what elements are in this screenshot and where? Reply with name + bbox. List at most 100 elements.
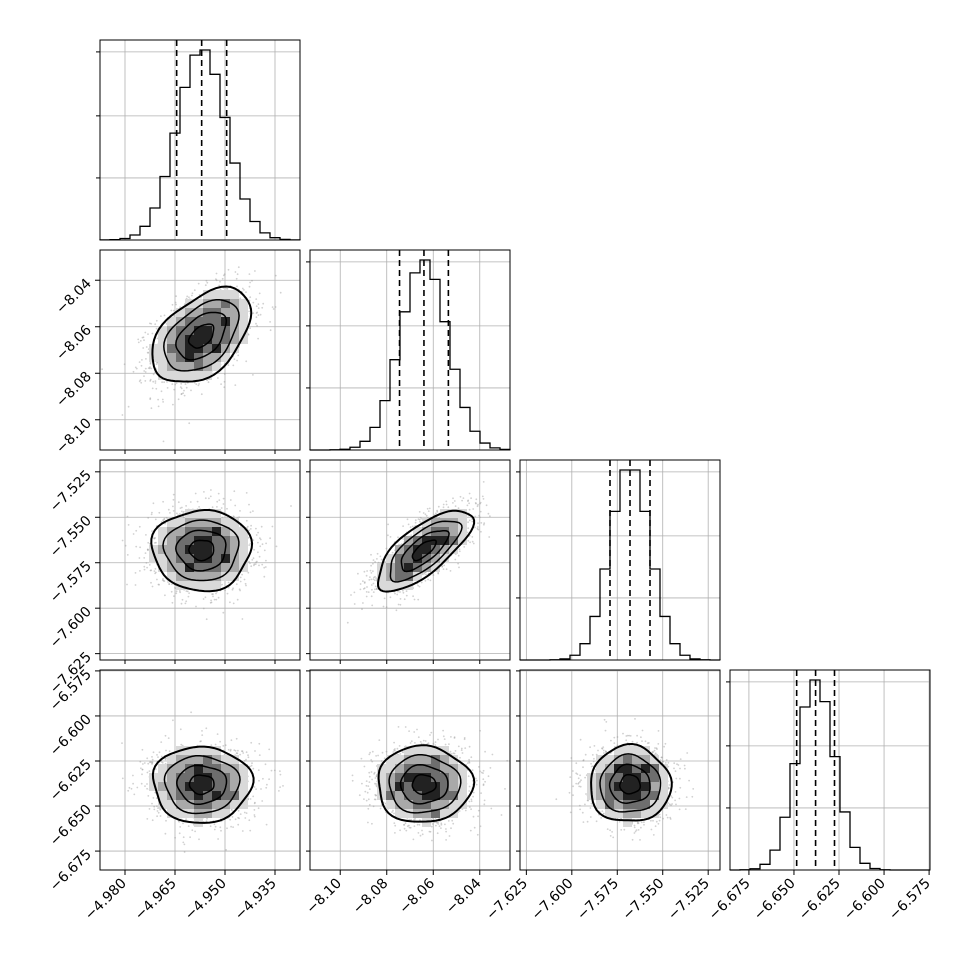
scatter-panel-1-0: [99, 249, 301, 451]
scatter-point: [232, 364, 235, 367]
scatter-point: [236, 598, 239, 601]
scatter-point: [234, 384, 237, 386]
scatter-point: [481, 495, 484, 498]
scatter-point: [227, 364, 230, 366]
density-cell: [203, 317, 212, 326]
density-cell: [212, 317, 221, 326]
density-cell: [194, 308, 203, 317]
scatter-point: [153, 570, 156, 572]
scatter-point: [121, 539, 124, 542]
scatter-point: [479, 510, 482, 513]
scatter-point: [168, 583, 171, 585]
scatter-point: [166, 387, 169, 389]
scatter-point: [359, 583, 362, 585]
scatter-point: [250, 565, 253, 568]
density-cell: [212, 554, 221, 563]
scatter-point: [405, 590, 408, 592]
density-cell: [176, 317, 185, 326]
scatter-point: [212, 595, 214, 598]
scatter-point: [157, 405, 160, 408]
scatter-point: [235, 277, 238, 280]
scatter-point: [379, 555, 382, 558]
scatter-point: [173, 388, 176, 391]
scatter-point: [260, 525, 263, 528]
scatter-point: [163, 381, 166, 384]
density-cell: [221, 335, 230, 344]
scatter-point: [175, 382, 178, 384]
scatter-point: [389, 596, 392, 599]
scatter-point: [170, 309, 173, 312]
density-cell: [221, 299, 230, 308]
scatter-point: [210, 489, 212, 491]
density-cell: [221, 290, 230, 299]
scatter-point: [274, 274, 277, 277]
scatter-point: [262, 302, 265, 305]
scatter-point: [453, 500, 456, 502]
scatter-point: [257, 551, 259, 554]
scatter-point: [236, 273, 239, 276]
scatter-point: [151, 387, 154, 390]
scatter-point: [435, 512, 437, 515]
scatter-point: [150, 569, 153, 572]
scatter-point: [144, 380, 147, 382]
scatter-point: [171, 303, 174, 306]
scatter-point: [231, 588, 234, 591]
axes-frame: [519, 459, 721, 661]
scatter-point: [162, 440, 165, 443]
contour-line: [163, 299, 240, 372]
scatter-point: [474, 526, 476, 529]
scatter-point: [480, 522, 483, 524]
density-cell: [212, 581, 221, 590]
scatter-point: [171, 601, 174, 604]
histogram-step-line: [99, 49, 301, 241]
scatter-point: [175, 303, 178, 306]
scatter-point: [148, 564, 151, 566]
scatter-point: [207, 381, 210, 384]
scatter-point: [413, 598, 416, 601]
scatter-point: [482, 498, 485, 500]
scatter-point: [257, 314, 260, 316]
scatter-point: [248, 503, 250, 506]
scatter-point: [140, 364, 143, 367]
scatter-point: [149, 380, 152, 382]
scatter-point: [396, 593, 399, 596]
scatter-point: [126, 583, 128, 586]
scatter-point: [204, 497, 207, 500]
scatter-point: [248, 310, 251, 313]
scatter-point: [248, 560, 251, 563]
scatter-point: [425, 514, 428, 517]
density-cell: [203, 344, 212, 353]
axes-frame: [99, 39, 301, 241]
scatter-point: [226, 592, 229, 595]
scatter-point: [172, 505, 174, 508]
scatter-point: [215, 279, 218, 282]
scatter-point: [155, 319, 158, 322]
scatter-point: [457, 554, 460, 557]
scatter-point: [469, 541, 471, 544]
scatter-point: [238, 516, 241, 518]
scatter-point: [187, 595, 190, 598]
scatter-point: [249, 327, 252, 330]
scatter-point: [357, 572, 359, 575]
density-cell: [194, 362, 203, 371]
scatter-point: [221, 277, 224, 280]
scatter-point: [186, 295, 189, 298]
scatter-point: [482, 481, 485, 483]
density-cell: [176, 335, 185, 344]
scatter-point: [144, 371, 147, 373]
density-cell: [176, 308, 185, 317]
scatter-point: [269, 537, 271, 540]
scatter-point: [290, 505, 292, 507]
scatter-point: [365, 574, 368, 577]
scatter-point: [144, 331, 147, 334]
scatter-point: [183, 389, 185, 392]
scatter-point: [167, 581, 169, 583]
density-cell: [239, 299, 248, 308]
scatter-point: [148, 367, 151, 370]
scatter-point: [462, 497, 465, 499]
scatter-point: [154, 518, 157, 521]
density-cell: [203, 299, 212, 308]
scatter-point: [158, 511, 161, 514]
scatter-point: [135, 367, 138, 370]
